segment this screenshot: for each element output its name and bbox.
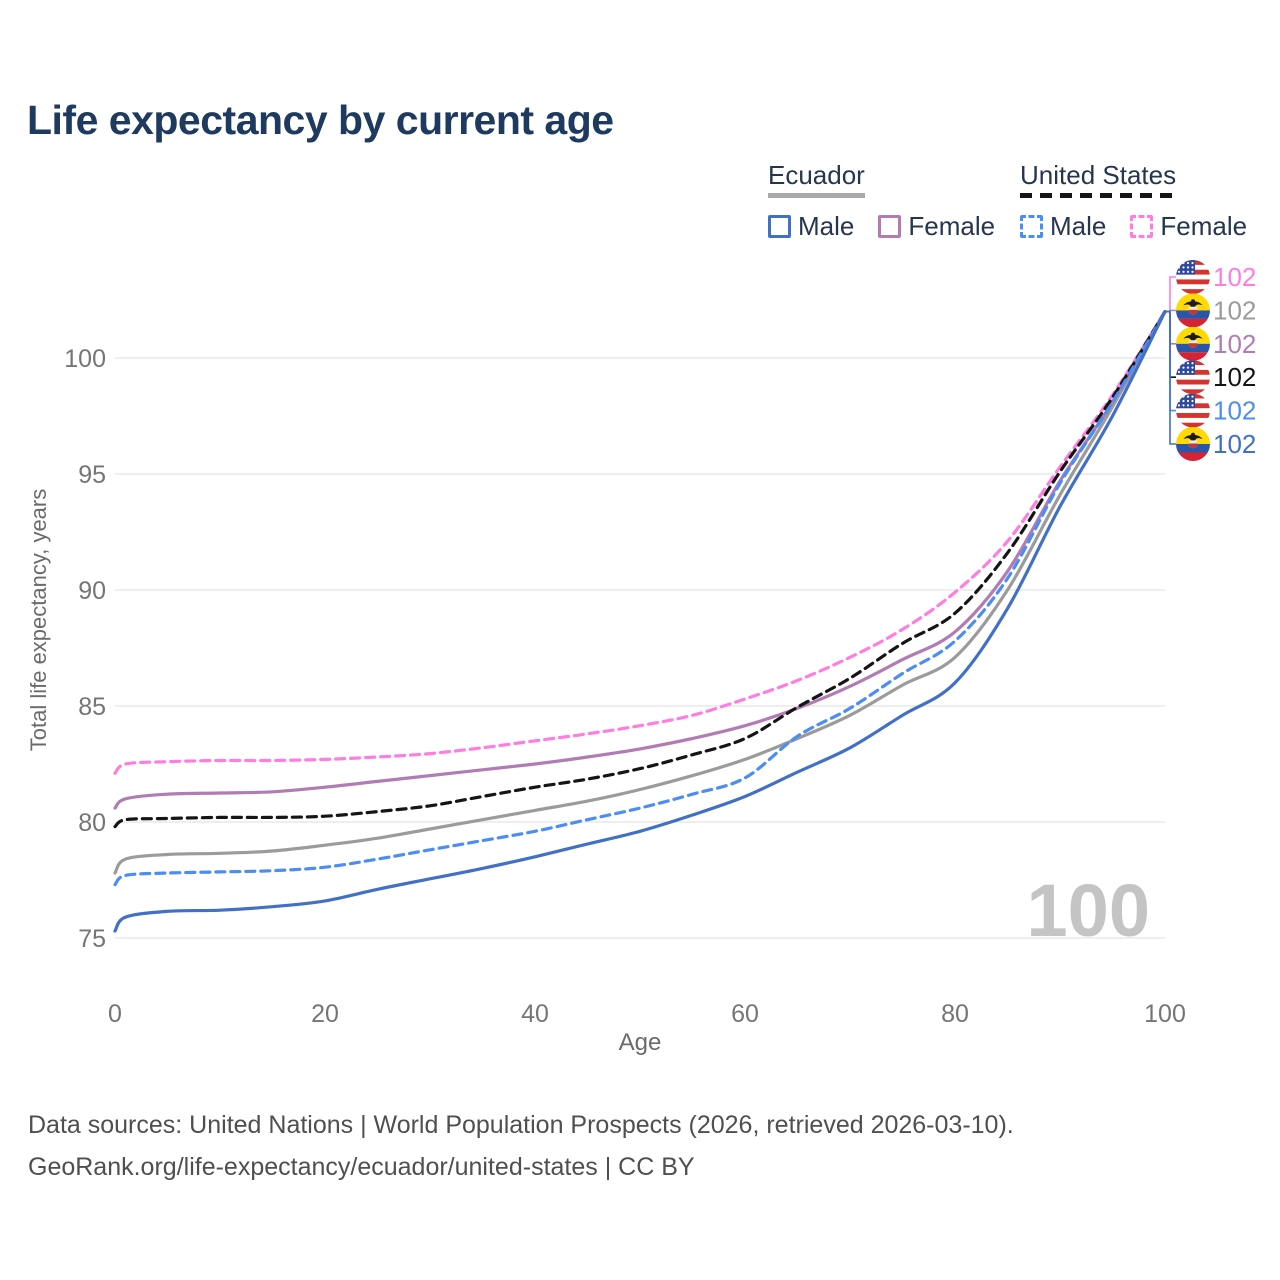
end-label-connector-us-male: [1166, 310, 1176, 412]
x-tick-label: 60: [731, 1000, 759, 1028]
end-value-label-us-female: 102: [1213, 262, 1256, 292]
legend-item-us-male[interactable]: Male: [1020, 211, 1106, 242]
legend-country-ecuador: Ecuador: [768, 160, 865, 203]
legend-item-label: Female: [1160, 211, 1248, 241]
series-line-ecuador-male[interactable]: [113, 310, 1167, 933]
legend-item-ecuador-female[interactable]: Female: [878, 211, 995, 242]
end-label-connector-us-female: [1166, 276, 1176, 313]
end-label-connector-ecuador-female: [1166, 310, 1176, 345]
x-tick-label: 0: [108, 1000, 122, 1028]
x-tick-label: 40: [521, 1000, 549, 1028]
chart-footer: Data sources: United Nations | World Pop…: [28, 1104, 1014, 1188]
attribution-text: GeoRank.org/life-expectancy/ecuador/unit…: [28, 1153, 695, 1181]
end-value-label-us-male: 102: [1213, 396, 1256, 426]
legend-group-united-states: United States Male Female: [1020, 160, 1247, 242]
ecuador-flag-icon: [1176, 427, 1210, 461]
series-line-ecuador-both[interactable]: [113, 310, 1167, 875]
legend-country-label: United States: [1020, 160, 1177, 190]
legend-item-ecuador-male[interactable]: Male: [768, 211, 854, 242]
ecuador-solid-line-key: [768, 193, 865, 198]
series-line-ecuador-female[interactable]: [113, 310, 1167, 810]
x-axis-title: Age: [619, 1029, 662, 1056]
ecuador-flag-icon: [1176, 293, 1210, 328]
us-dashed-line-key: [1020, 193, 1177, 198]
legend-group-ecuador: Ecuador Male Female: [768, 160, 995, 242]
legend-item-label: Male: [798, 211, 855, 241]
us-flag-icon: [1176, 260, 1210, 294]
series-line-us-female[interactable]: [113, 310, 1167, 775]
us-flag-icon: [1176, 360, 1210, 395]
end-label-connector-ecuador-male: [1166, 310, 1176, 445]
x-tick-label: 100: [1144, 1000, 1186, 1028]
age-counter-watermark: 100: [1027, 869, 1150, 952]
y-tick-label: 100: [64, 345, 106, 373]
y-tick-label: 95: [78, 461, 106, 489]
series-line-us-male[interactable]: [113, 310, 1167, 887]
us-flag-icon: [1176, 393, 1210, 428]
y-tick-label: 80: [78, 809, 106, 837]
legend-country-united-states: United States: [1020, 160, 1177, 203]
us-female-swatch-icon: [1130, 215, 1154, 238]
x-tick-label: 20: [311, 1000, 339, 1028]
ecuador-female-swatch-icon: [878, 215, 902, 238]
y-tick-label: 85: [78, 693, 106, 721]
end-value-label-ecuador-male: 102: [1213, 429, 1256, 459]
series-line-us-both[interactable]: [113, 310, 1167, 829]
end-value-label-ecuador-female: 102: [1213, 329, 1256, 359]
y-axis-title: Total life expectancy, years: [26, 489, 51, 752]
us-male-swatch-icon: [1020, 215, 1043, 238]
page-title: Life expectancy by current age: [27, 97, 614, 144]
y-tick-label: 90: [78, 577, 106, 605]
ecuador-flag-icon: [1176, 326, 1210, 361]
end-value-label-ecuador-both: 102: [1213, 295, 1256, 325]
legend-item-label: Female: [908, 211, 996, 241]
legend-item-label: Male: [1050, 211, 1107, 241]
legend-country-label: Ecuador: [768, 160, 865, 190]
data-sources-text: Data sources: United Nations | World Pop…: [28, 1111, 1014, 1139]
chart-legend: Ecuador Male Female United States: [0, 160, 1280, 250]
ecuador-male-swatch-icon: [768, 215, 791, 238]
x-tick-label: 80: [941, 1000, 969, 1028]
y-tick-label: 75: [78, 925, 106, 953]
legend-item-us-female[interactable]: Female: [1130, 211, 1247, 242]
end-value-label-us-both: 102: [1213, 362, 1256, 392]
